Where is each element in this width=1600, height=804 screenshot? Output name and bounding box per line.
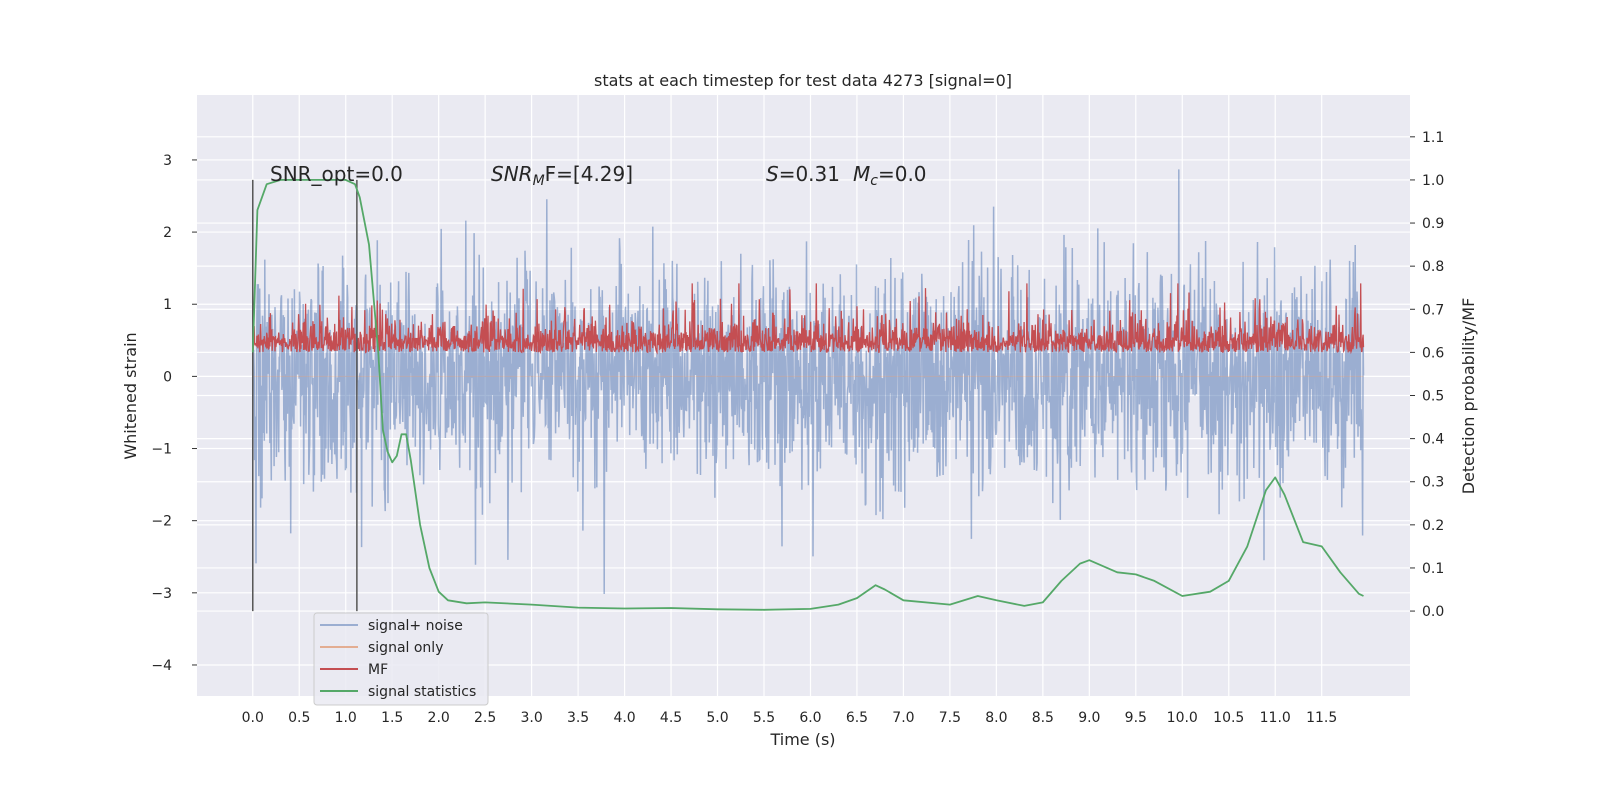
legend-label-signal-only: signal only xyxy=(368,640,443,656)
y-tick-label: 2 xyxy=(163,225,172,241)
y-tick-label: 3 xyxy=(163,153,172,169)
x-tick-label: 5.0 xyxy=(706,710,728,726)
x-tick-label: 3.5 xyxy=(567,710,589,726)
x-tick-label: 5.5 xyxy=(753,710,775,726)
y-axis-label: Whitened strain xyxy=(121,332,140,459)
tick-labels: 0.0 0.5 1.0 1.5 2.0 2.5 3.0 3.5 4.0 4.5 5.0 5.5 6.0 6… xyxy=(151,130,1444,726)
legend: signal+ noise signal only MF signal stat… xyxy=(313,612,489,706)
x-tick-label: 0.0 xyxy=(242,710,264,726)
x-tick-label: 0.5 xyxy=(288,710,310,726)
x-tick-label: 4.5 xyxy=(660,710,682,726)
x-tick-label: 11.5 xyxy=(1306,710,1337,726)
y-right-tick-label: 0.7 xyxy=(1422,302,1444,318)
y-right-tick-label: 0.9 xyxy=(1422,216,1444,232)
y-tick-label: −3 xyxy=(151,586,172,602)
annotation-mc: Mc=0.0 xyxy=(853,162,927,189)
annotation-s: S=0.31 xyxy=(766,162,840,186)
x-tick-label: 7.5 xyxy=(939,710,961,726)
series-signal-statistics-line xyxy=(251,179,1364,611)
y-right-tick-label: 1.1 xyxy=(1422,130,1444,146)
y-right-tick-label: 1.0 xyxy=(1422,173,1444,189)
annotation-snr-mf: SNRMF=[4.29] xyxy=(491,162,633,189)
x-tick-label: 8.0 xyxy=(985,710,1007,726)
chart-title: stats at each timestep for test data 427… xyxy=(594,71,1012,90)
legend-box xyxy=(313,612,489,706)
x-tick-label: 4.0 xyxy=(613,710,635,726)
x-tick-label: 7.0 xyxy=(892,710,914,726)
series-mf-line xyxy=(252,283,1365,355)
series-layer xyxy=(251,169,1365,612)
series-signal-noise-line xyxy=(252,169,1365,595)
x-tick-label: 6.5 xyxy=(846,710,868,726)
x-tick-label: 3.0 xyxy=(520,710,542,726)
x-tick-label: 1.5 xyxy=(381,710,403,726)
x-tick-label: 2.0 xyxy=(428,710,450,726)
y-right-tick-label: 0.2 xyxy=(1422,518,1444,534)
y-right-tick-label: 0.6 xyxy=(1422,345,1444,361)
y-axis-right-label: Detection probability/MF xyxy=(1459,298,1478,495)
y-tick-label: 1 xyxy=(163,297,172,313)
x-tick-label: 6.0 xyxy=(799,710,821,726)
legend-label-signal-noise: signal+ noise xyxy=(368,618,463,634)
x-tick-label: 11.0 xyxy=(1260,710,1291,726)
annotation-snr-opt: SNR_opt=0.0 xyxy=(270,162,403,186)
y-right-tick-label: 0.3 xyxy=(1422,475,1444,491)
x-axis-label: Time (s) xyxy=(769,730,835,749)
annotations: SNR_opt=0.0 SNRMF=[4.29] S=0.31 Mc=0.0 xyxy=(270,162,927,189)
x-tick-label: 10.0 xyxy=(1167,710,1198,726)
x-tick-label: 2.5 xyxy=(474,710,496,726)
y-tick-label: −1 xyxy=(151,442,172,458)
y-right-tick-label: 0.8 xyxy=(1422,259,1444,275)
x-tick-label: 9.0 xyxy=(1078,710,1100,726)
y-right-tick-label: 0.1 xyxy=(1422,561,1444,577)
x-tick-label: 9.5 xyxy=(1125,710,1147,726)
y-right-tick-label: 0.0 xyxy=(1422,604,1444,620)
x-tick-label: 1.0 xyxy=(335,710,357,726)
y-tick-label: 0 xyxy=(163,369,172,385)
x-tick-label: 8.5 xyxy=(1032,710,1054,726)
y-right-tick-label: 0.4 xyxy=(1422,432,1444,448)
y-tick-label: −4 xyxy=(151,658,172,674)
y-tick-label: −2 xyxy=(151,514,172,530)
x-tick-label: 10.5 xyxy=(1213,710,1244,726)
y-right-tick-label: 0.5 xyxy=(1422,389,1444,405)
legend-label-signal-statistics: signal statistics xyxy=(368,684,476,700)
legend-label-mf: MF xyxy=(368,662,388,678)
